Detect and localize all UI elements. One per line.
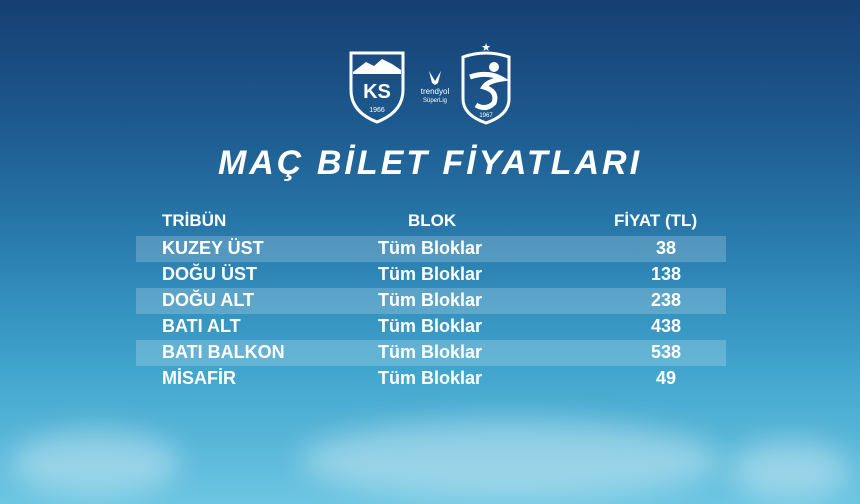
tribun: BATI BALKON — [162, 342, 285, 362]
fiyat: 38 — [655, 238, 677, 258]
tribun: MİSAFİR — [162, 368, 236, 388]
tribun: BATI ALT — [162, 316, 241, 336]
svg-text:1967: 1967 — [479, 113, 493, 119]
tribun: DOĞU ALT — [162, 290, 254, 310]
svg-text:1966: 1966 — [369, 107, 385, 114]
tribun: KUZEY ÜST — [162, 238, 264, 258]
blok: Tüm Bloklar — [378, 316, 483, 336]
table-row: DOĞU ÜST Tüm Bloklar 138 — [136, 262, 726, 288]
svg-text:★: ★ — [481, 42, 491, 54]
header-blok: BLOK — [408, 211, 457, 230]
fiyat: 538 — [650, 342, 682, 362]
kayserispor-logo: KS 1966 — [349, 51, 405, 124]
fiyat: 49 — [655, 368, 677, 388]
tribun: DOĞU ÜST — [162, 264, 258, 284]
table-row: KUZEY ÜST Tüm Bloklar 38 — [136, 236, 726, 262]
header-tribun: TRİBÜN — [162, 211, 227, 230]
blok: Tüm Bloklar — [378, 238, 483, 258]
cloud — [730, 440, 850, 500]
blok: Tüm Bloklar — [378, 290, 483, 310]
fiyat: 438 — [650, 316, 682, 336]
fiyat: 138 — [650, 264, 682, 284]
svg-text:SüperLig: SüperLig — [423, 98, 447, 104]
blok: Tüm Bloklar — [378, 342, 483, 362]
svg-text:KS: KS — [363, 81, 391, 103]
cloud — [10, 430, 180, 496]
blok: Tüm Bloklar — [378, 368, 483, 388]
header-fiyat: FİYAT (TL) — [614, 211, 698, 230]
blok: Tüm Bloklar — [378, 264, 483, 284]
trabzonspor-logo: ★ 1967 — [461, 42, 511, 125]
fiyat: 238 — [650, 290, 682, 310]
logos: KS 1966 trendyol SüperLig ★ 1967 — [0, 42, 860, 125]
table-row: BATI BALKON Tüm Bloklar 538 — [136, 340, 726, 366]
table-row: BATI ALT Tüm Bloklar 438 — [136, 314, 726, 340]
svg-text:trendyol: trendyol — [421, 87, 450, 96]
table-row: MİSAFİR Tüm Bloklar 49 — [136, 366, 726, 392]
table-row: DOĞU ALT Tüm Bloklar 238 — [136, 288, 726, 314]
trendyol-superlig-logo: trendyol SüperLig — [421, 71, 450, 104]
page-title: MAÇ BİLET FİYATLARI — [217, 144, 643, 182]
cloud — [300, 420, 720, 500]
